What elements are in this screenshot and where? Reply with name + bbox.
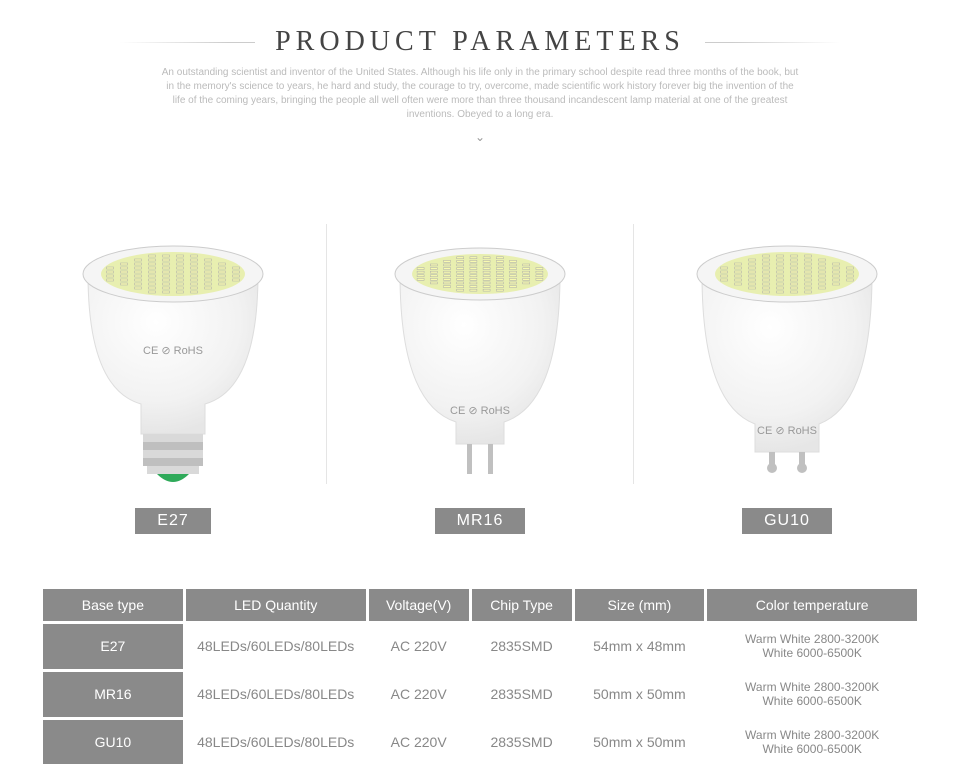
col-led-quantity: LED Quantity [186,589,366,621]
table-row: E27 48LEDs/60LEDs/80LEDs AC 220V 2835SMD… [43,624,917,669]
chevron-down-icon: ⌄ [0,130,960,144]
header: PRODUCT PARAMETERS An outstanding scient… [0,0,960,144]
ce-rohs-label: CE ⊘ RoHS [143,345,203,357]
col-color-temp: Color temperature [707,589,917,621]
ct-white: White 6000-6500K [762,694,861,708]
spec-table: Base type LED Quantity Voltage(V) Chip T… [40,586,920,767]
header-subtext: An outstanding scientist and inventor of… [160,66,800,122]
cell-led: 48LEDs/60LEDs/80LEDs [186,720,366,765]
bulb-image-mr16: CE ⊘ RoHS [370,204,590,494]
product-mr16: CE ⊘ RoHS MR16 [347,204,613,534]
ct-warm: Warm White 2800-3200K [745,680,879,694]
spec-table-body: E27 48LEDs/60LEDs/80LEDs AC 220V 2835SMD… [43,624,917,764]
cell-voltage: AC 220V [369,720,469,765]
ct-white: White 6000-6500K [762,742,861,756]
svg-text:CE ⊘ RoHS: CE ⊘ RoHS [757,425,817,437]
cell-voltage: AC 220V [369,624,469,669]
cell-voltage: AC 220V [369,672,469,717]
product-label-mr16: MR16 [435,508,526,534]
cell-base: MR16 [43,672,183,717]
product-row: CE ⊘ RoHS E27 [0,144,960,554]
table-row: GU10 48LEDs/60LEDs/80LEDs AC 220V 2835SM… [43,720,917,765]
bulb-image-gu10: CE ⊘ RoHS [677,204,897,494]
bulb-image-e27: CE ⊘ RoHS [63,204,283,494]
cell-size: 50mm x 50mm [575,720,705,765]
col-chip-type: Chip Type [472,589,572,621]
cell-base: E27 [43,624,183,669]
cell-chip: 2835SMD [472,720,572,765]
table-row: MR16 48LEDs/60LEDs/80LEDs AC 220V 2835SM… [43,672,917,717]
product-label-gu10: GU10 [742,508,832,534]
svg-text:CE ⊘ RoHS: CE ⊘ RoHS [450,405,510,417]
product-divider [326,224,327,484]
product-divider [633,224,634,484]
col-base-type: Base type [43,589,183,621]
cell-chip: 2835SMD [472,624,572,669]
product-e27: CE ⊘ RoHS E27 [40,204,306,534]
cell-ct: Warm White 2800-3200K White 6000-6500K [707,672,917,717]
ct-warm: Warm White 2800-3200K [745,632,879,646]
title-wrap: PRODUCT PARAMETERS [255,26,705,58]
cell-chip: 2835SMD [472,672,572,717]
cell-base: GU10 [43,720,183,765]
cell-led: 48LEDs/60LEDs/80LEDs [186,672,366,717]
table-header-row: Base type LED Quantity Voltage(V) Chip T… [43,589,917,621]
cell-led: 48LEDs/60LEDs/80LEDs [186,624,366,669]
cell-ct: Warm White 2800-3200K White 6000-6500K [707,624,917,669]
col-size: Size (mm) [575,589,705,621]
cell-size: 54mm x 48mm [575,624,705,669]
product-gu10: CE ⊘ RoHS GU10 [654,204,920,534]
page-title: PRODUCT PARAMETERS [275,26,685,58]
product-label-e27: E27 [135,508,210,534]
col-voltage: Voltage(V) [369,589,469,621]
cell-ct: Warm White 2800-3200K White 6000-6500K [707,720,917,765]
cell-size: 50mm x 50mm [575,672,705,717]
ct-white: White 6000-6500K [762,646,861,660]
